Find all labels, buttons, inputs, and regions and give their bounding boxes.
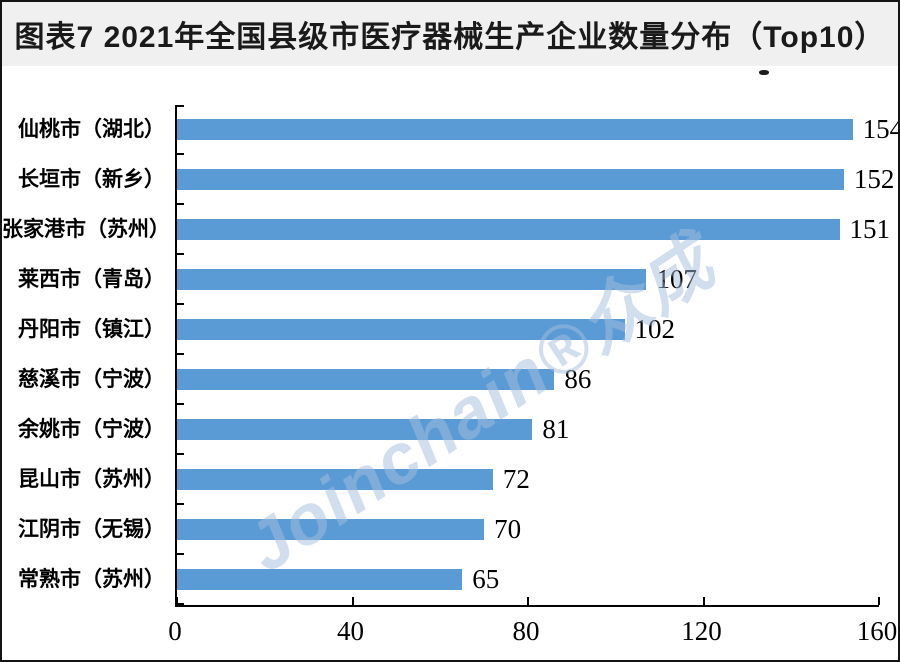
plot-area: 154 152 151 107 102 86 81 72 70 65 [175,105,898,607]
x-axis-tick-label: 40 [337,616,364,646]
bar-row: 86 [177,355,879,405]
bar-row: 154 [177,105,898,155]
bar-value-label: 86 [564,363,592,394]
category-label: 长垣市（新乡） [18,168,165,191]
x-axis-tick-label: 120 [681,616,722,646]
chart-title: 图表7 2021年全国县级市医疗器械生产企业数量分布（Top10） [14,21,886,54]
y-axis-tick [177,603,184,605]
category-axis: 仙桃市（湖北） 长垣市（新乡） 张家港市（苏州） 莱西市（青岛） 丹阳市（镇江） 慈溪市（… [2,105,170,605]
bar-row: 65 [177,555,879,605]
bar-row: 152 [177,155,894,205]
category-label: 江阴市（无锡） [18,518,165,541]
category-label: 昆山市（苏州） [18,468,165,491]
bar [177,369,555,390]
y-axis-tick [177,203,184,205]
bar [177,469,493,490]
x-axis-tick [702,597,705,605]
bar-value-label: 152 [853,163,895,194]
x-axis-tick [878,597,880,605]
category-label: 张家港市（苏州） [2,218,170,241]
bar [177,219,840,240]
bar-value-label: 151 [849,213,891,244]
x-axis-tick [351,597,354,605]
x-axis-tick [527,597,529,605]
y-axis-tick [177,303,184,305]
category-label: 丹阳市（镇江） [18,318,165,341]
category-label: 莱西市（青岛） [18,268,165,291]
bar-value-label: 154 [862,113,900,144]
y-axis-tick [177,105,184,107]
bar-value-label: 72 [502,463,530,494]
x-axis-tick-label: 160 [856,616,898,646]
category-label: 慈溪市（宁波） [18,368,165,391]
category-label: 常熟市（苏州） [18,568,165,591]
y-axis-tick [177,503,184,505]
bar-value-label: 81 [542,413,570,444]
y-axis-tick [177,153,184,155]
x-axis-labels: 0 40 80 120 160 [168,616,897,650]
bar-value-label: 65 [472,563,500,594]
x-axis-tick [176,597,178,605]
bar [177,119,853,140]
bar [177,519,485,540]
bar-row: 70 [177,505,879,555]
y-axis-tick [177,253,184,255]
smudge-mark [759,70,769,75]
bar-row: 72 [177,455,879,505]
y-axis-tick [177,453,184,455]
bar-row: 81 [177,405,879,455]
chart-title-band: 图表7 2021年全国县级市医疗器械生产企业数量分布（Top10） [2,2,898,66]
x-axis-tick-label: 80 [512,616,540,646]
y-axis-tick [177,403,184,405]
category-label: 仙桃市（湖北） [18,118,165,141]
y-axis-tick [177,553,184,555]
bar-row: 102 [177,305,879,355]
bar [177,319,625,340]
bar-row: 107 [177,255,879,305]
category-label: 余姚市（宁波） [18,418,165,441]
x-axis-tick-label: 0 [168,616,182,646]
bar [177,419,533,440]
bar-value-label: 102 [634,313,676,344]
bar [177,169,844,190]
y-axis-tick [177,353,184,355]
bar [177,269,647,290]
bar-row: 151 [177,205,890,255]
bar-value-label: 107 [656,263,697,294]
bar-value-label: 70 [494,513,522,544]
bar [177,569,463,590]
